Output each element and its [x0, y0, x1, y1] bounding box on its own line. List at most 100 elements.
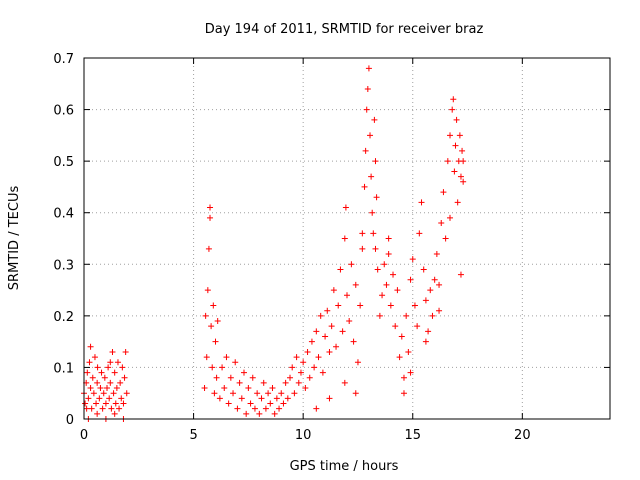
data-point	[418, 199, 425, 206]
data-point	[308, 338, 315, 345]
data-point	[207, 214, 214, 221]
data-point	[236, 379, 243, 386]
data-point	[302, 385, 309, 392]
data-point	[456, 132, 463, 139]
data-point	[427, 287, 434, 294]
y-tick-label: 0.2	[53, 310, 74, 325]
data-point	[97, 385, 104, 392]
data-point	[254, 390, 261, 397]
y-axis-ticks: 0 0.1 0.2 0.3 0.4 0.5 0.6 0.7	[53, 52, 610, 428]
data-point	[376, 312, 383, 319]
y-tick-label: 0.5	[53, 155, 74, 170]
data-point	[117, 379, 124, 386]
data-point	[453, 116, 460, 123]
data-point	[361, 183, 368, 190]
data-point	[451, 168, 458, 175]
data-point	[202, 312, 209, 319]
y-tick-label: 0	[66, 413, 74, 428]
data-point	[381, 261, 388, 268]
grid-lines	[84, 58, 610, 419]
data-point	[247, 400, 254, 407]
data-point	[409, 256, 416, 263]
data-point	[322, 333, 329, 340]
data-point	[348, 261, 355, 268]
y-tick-label: 0.7	[53, 52, 74, 67]
data-point	[326, 395, 333, 402]
data-point	[450, 96, 457, 103]
data-point	[93, 400, 100, 407]
data-point	[211, 390, 218, 397]
y-tick-label: 0.4	[53, 207, 74, 222]
data-point	[114, 359, 121, 366]
data-point	[112, 400, 119, 407]
data-point	[442, 235, 449, 242]
data-point	[278, 390, 285, 397]
data-point	[123, 390, 130, 397]
data-point	[425, 328, 432, 335]
data-point	[108, 405, 115, 412]
data-point	[460, 158, 467, 165]
data-point	[245, 385, 252, 392]
data-point	[94, 379, 101, 386]
data-point	[460, 178, 467, 185]
data-point	[364, 85, 371, 92]
data-point	[204, 287, 211, 294]
data-point	[269, 385, 276, 392]
data-point	[282, 379, 289, 386]
data-point	[243, 410, 250, 417]
data-point	[379, 292, 386, 299]
data-point	[100, 390, 107, 397]
data-point	[256, 410, 263, 417]
data-point	[311, 364, 318, 371]
data-point	[89, 374, 96, 381]
data-point	[400, 374, 407, 381]
data-point	[293, 354, 300, 361]
data-point	[313, 405, 320, 412]
data-point	[436, 307, 443, 314]
data-point	[354, 359, 361, 366]
data-point	[328, 323, 335, 330]
y-axis-label: SRMTID / TECUs	[7, 186, 22, 291]
data-point	[344, 292, 350, 299]
data-point	[369, 209, 376, 216]
data-point	[359, 245, 366, 252]
data-point	[400, 390, 407, 397]
data-point	[374, 266, 381, 273]
data-point	[107, 379, 114, 386]
data-point	[449, 106, 456, 113]
y-tick-label: 0.3	[53, 258, 74, 273]
data-point	[106, 395, 113, 402]
data-point	[116, 405, 123, 412]
data-point	[102, 400, 109, 407]
data-point	[420, 266, 427, 273]
data-point	[304, 348, 311, 355]
data-point	[87, 385, 94, 392]
data-point	[352, 281, 359, 288]
data-point	[447, 132, 454, 139]
data-point	[258, 395, 265, 402]
data-point	[214, 318, 221, 325]
data-point	[346, 318, 353, 325]
data-point	[110, 390, 117, 397]
data-point	[109, 348, 116, 355]
data-point	[452, 142, 459, 149]
data-point	[436, 281, 443, 288]
data-point	[205, 245, 212, 252]
data-point	[362, 147, 369, 154]
data-point	[444, 158, 451, 165]
data-point	[438, 220, 445, 227]
data-point	[96, 395, 103, 402]
data-point	[83, 405, 90, 412]
data-point	[317, 312, 324, 319]
data-point	[422, 338, 429, 345]
data-point	[219, 364, 226, 371]
data-point	[113, 385, 120, 392]
data-point	[373, 194, 380, 201]
data-point	[394, 287, 401, 294]
data-point	[213, 374, 220, 381]
data-point	[287, 374, 294, 381]
data-point	[119, 364, 126, 371]
data-point	[330, 287, 337, 294]
data-point	[326, 348, 333, 355]
